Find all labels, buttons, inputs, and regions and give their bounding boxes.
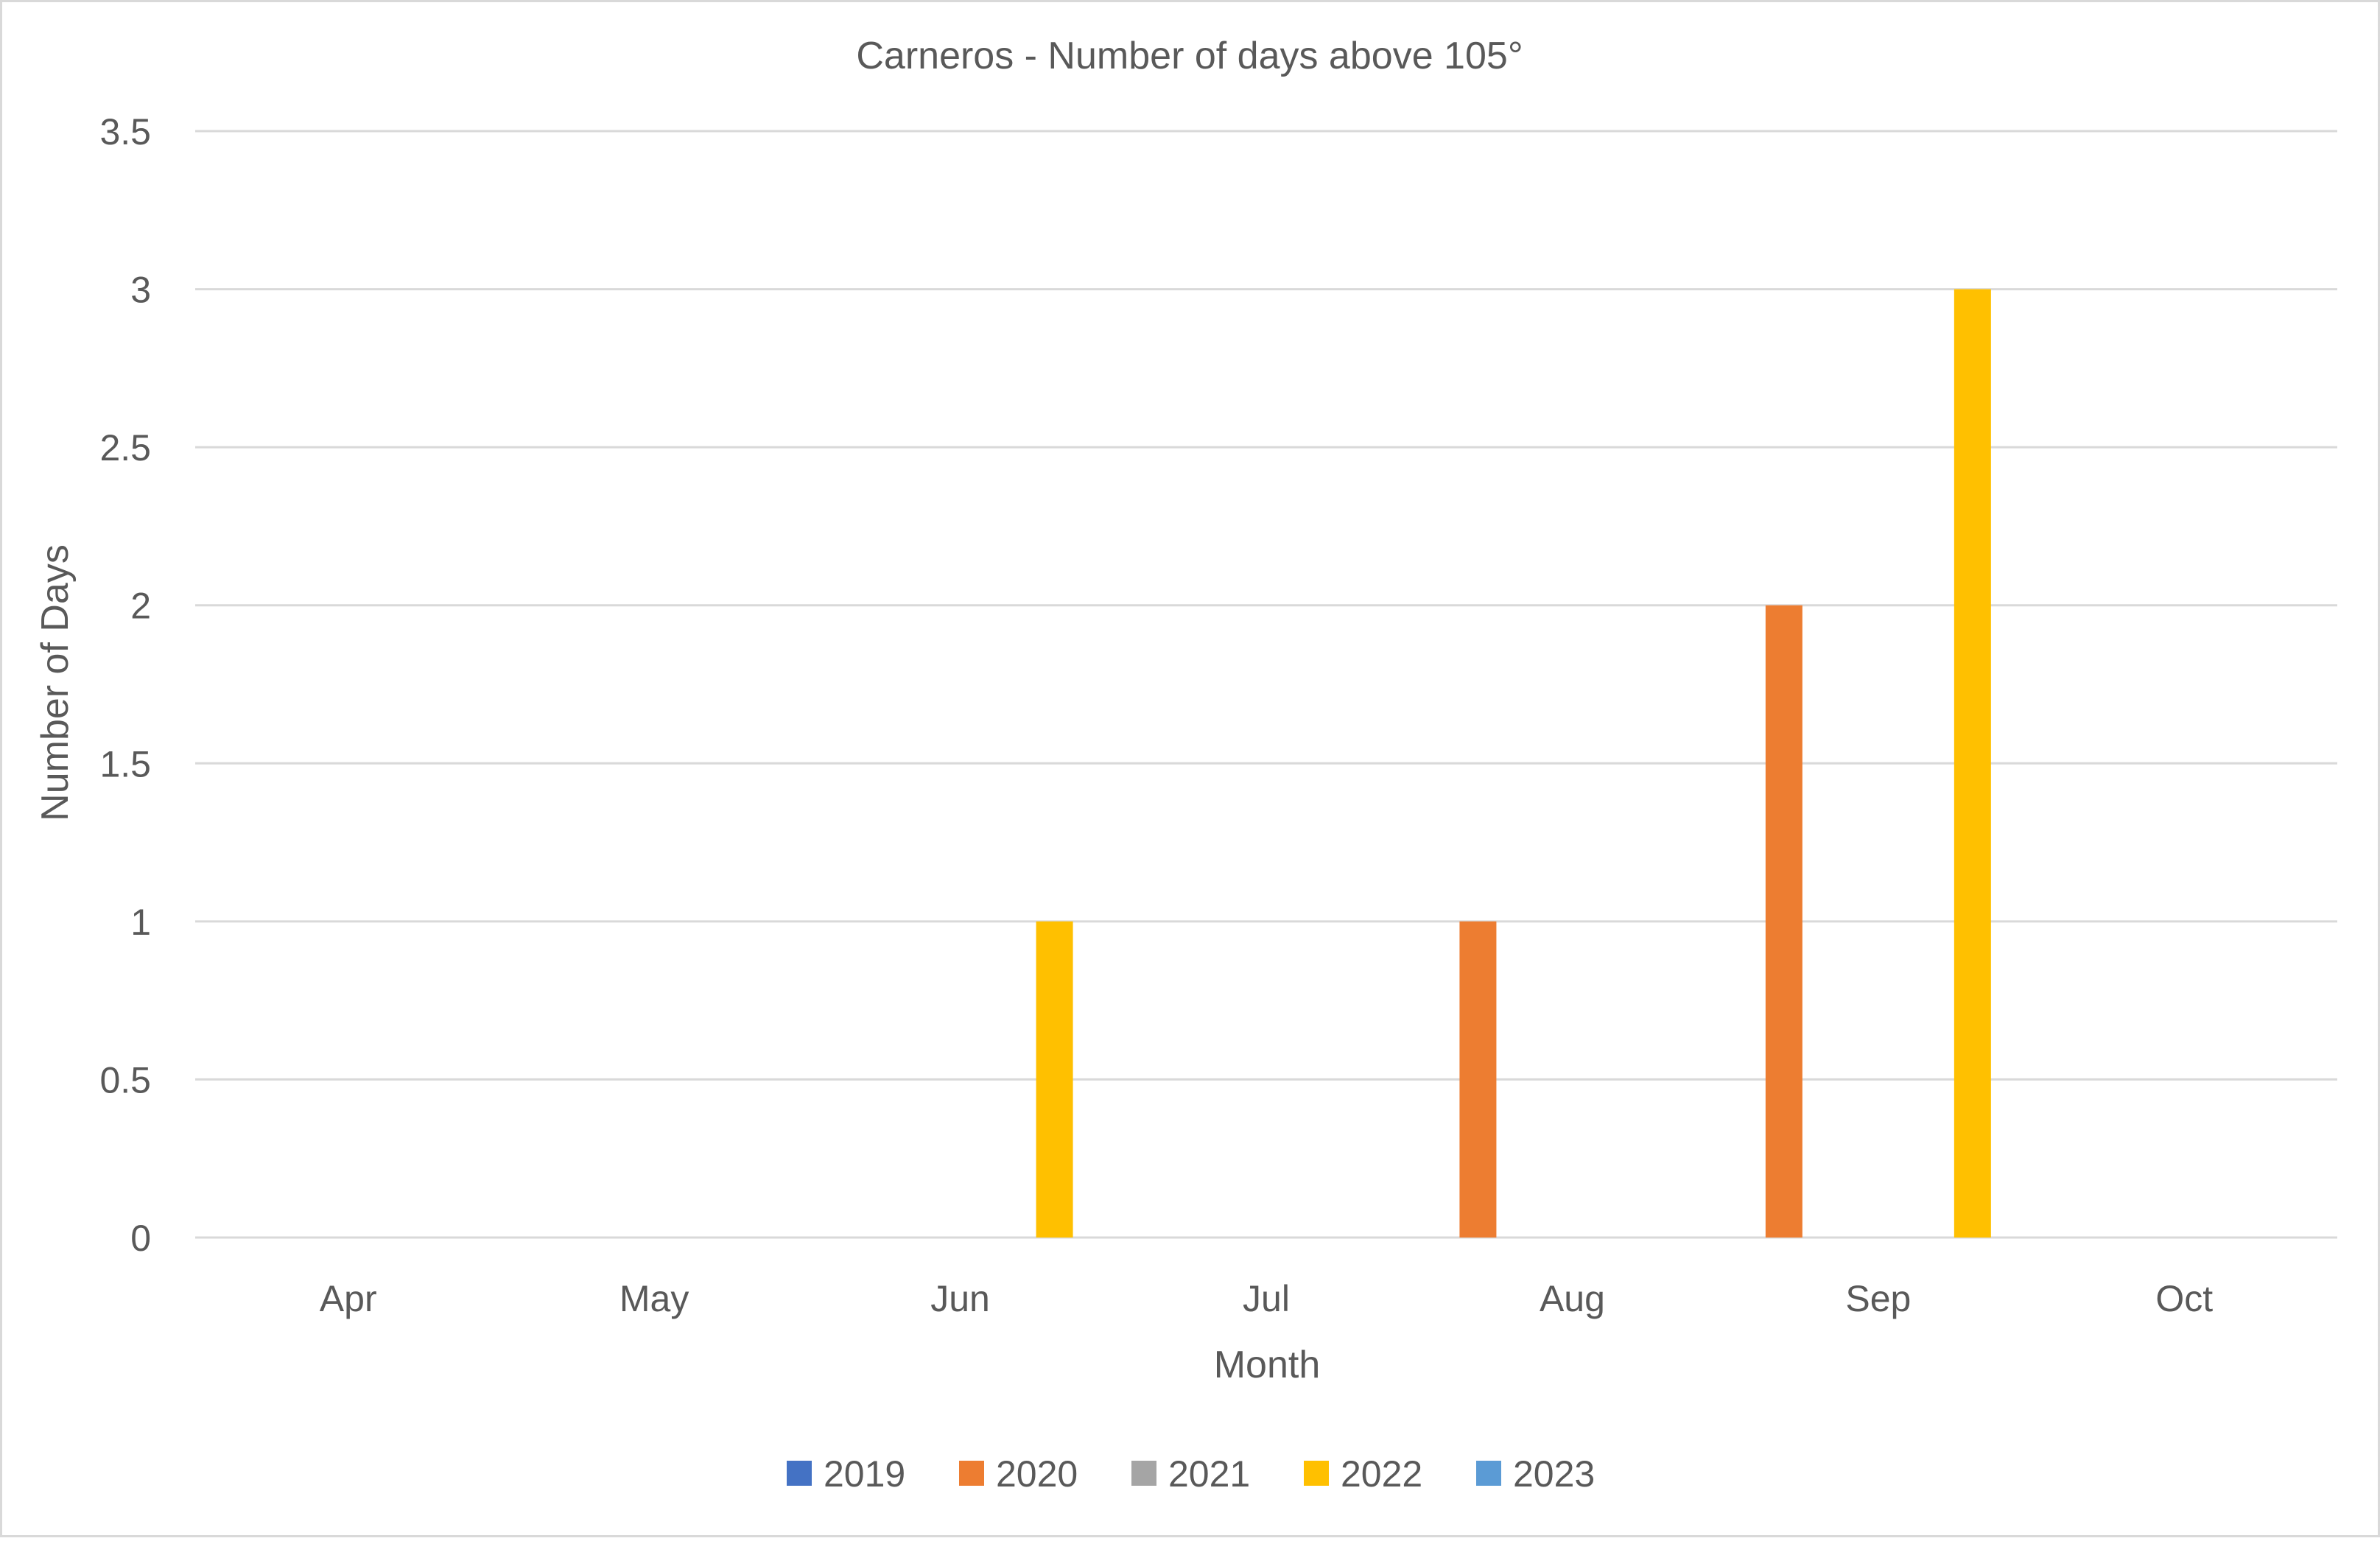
x-tick-label: Apr [320,1278,377,1319]
y-axis-label: Number of Days [34,544,77,821]
x-axis-ticks: Apr May Jun Jul Aug Sep Oct [320,1278,2213,1319]
x-tick-label: Aug [1540,1278,1605,1319]
x-tick-label: Oct [2155,1278,2213,1319]
y-tick-label: 3.5 [99,111,151,152]
legend-swatch-2020 [959,1461,984,1486]
y-tick-label: 1 [130,902,151,943]
x-tick-label: May [619,1278,689,1319]
x-axis-label: Month [1214,1344,1321,1386]
legend-label-2022: 2022 [1341,1453,1422,1495]
bar-2022-jun [1036,921,1073,1238]
chart-title: Carneros - Number of days above 105° [856,35,1523,77]
bar-2020-sep [1765,605,1802,1238]
y-axis-ticks: 0 0.5 1 1.5 2 2.5 3 3.5 [99,111,151,1259]
bars [1036,289,1991,1238]
legend-label-2020: 2020 [996,1453,1078,1495]
y-tick-label: 1.5 [99,743,151,784]
legend-swatch-2019 [787,1461,812,1486]
legend-swatch-2023 [1476,1461,1501,1486]
legend-swatch-2021 [1131,1461,1156,1486]
y-tick-label: 0.5 [99,1059,151,1101]
legend-label-2019: 2019 [824,1453,905,1495]
legend-label-2021: 2021 [1168,1453,1250,1495]
bar-2020-aug [1459,921,1497,1238]
y-tick-label: 2.5 [99,427,151,468]
legend-label-2023: 2023 [1513,1453,1595,1495]
y-tick-label: 0 [130,1218,151,1259]
x-tick-label: Sep [1845,1278,1911,1319]
x-tick-label: Jun [930,1278,990,1319]
x-tick-label: Jul [1243,1278,1290,1319]
bar-2022-sep [1954,289,1991,1238]
legend-swatch-2022 [1304,1461,1329,1486]
y-tick-label: 2 [130,586,151,627]
legend: 2019 2020 2021 2022 2023 [787,1453,1595,1495]
y-tick-label: 3 [130,270,151,311]
